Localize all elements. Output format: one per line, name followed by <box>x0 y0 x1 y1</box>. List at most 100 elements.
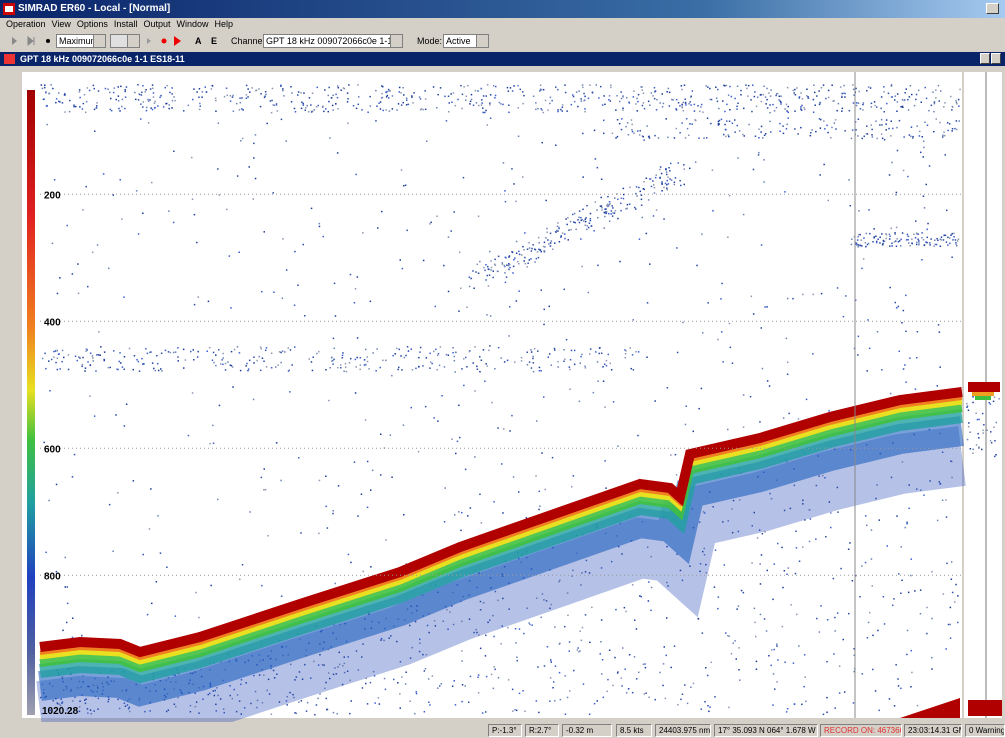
echo-dot <box>937 385 939 387</box>
echo-dot <box>376 106 378 108</box>
echo-dot <box>246 98 248 100</box>
echo-dot <box>506 264 508 266</box>
echo-dot <box>570 359 572 361</box>
menu-item[interactable]: Output <box>143 18 170 31</box>
echo-dot <box>954 601 956 603</box>
echo-dot <box>50 84 52 86</box>
echo-dot <box>150 88 152 90</box>
echo-dot <box>400 707 402 709</box>
echo-dot <box>842 108 844 110</box>
echo-dot <box>241 108 243 110</box>
echo-dot <box>501 463 503 465</box>
echo-dot <box>733 642 735 644</box>
echo-dot <box>157 105 159 107</box>
echo-dot <box>537 666 539 668</box>
echo-dot <box>286 269 288 271</box>
echo-dot <box>318 351 320 353</box>
spin-box[interactable] <box>110 34 140 48</box>
echo-dot <box>945 154 947 156</box>
echo-dot <box>710 123 712 125</box>
echo-dot <box>626 97 628 99</box>
echo-dot <box>107 89 109 91</box>
echo-dot <box>949 243 951 245</box>
echo-dot <box>370 566 372 568</box>
child-minimize[interactable] <box>980 53 990 64</box>
echo-dot <box>806 399 808 401</box>
menu-item[interactable]: Options <box>77 18 108 31</box>
echo-dot <box>557 89 559 91</box>
echo-dot <box>917 331 919 333</box>
echo-dot <box>46 124 48 126</box>
echo-dot <box>381 211 383 213</box>
echo-dot <box>840 568 842 570</box>
echo-dot <box>619 101 621 103</box>
echo-dot <box>400 355 402 357</box>
echo-dot <box>536 258 538 260</box>
echo-dot <box>637 101 639 103</box>
echo-dot <box>604 406 606 408</box>
echo-dot <box>507 87 509 89</box>
echo-dot <box>588 227 590 229</box>
mode-combo[interactable]: Active <box>443 34 489 48</box>
menu-item[interactable]: Operation <box>6 18 46 31</box>
echo-dot <box>331 360 333 362</box>
echo-dot <box>885 123 887 125</box>
range-combo[interactable]: Maximum <box>56 34 106 48</box>
echo-dot <box>671 99 673 101</box>
echo-dot <box>582 87 584 89</box>
button-e[interactable]: E <box>211 34 217 48</box>
echo-dot <box>94 109 96 111</box>
echo-dot <box>255 134 257 136</box>
echo-dot <box>702 111 704 113</box>
record-buttons[interactable] <box>145 34 185 48</box>
echo-dot <box>408 350 410 352</box>
echo-dot <box>466 96 468 98</box>
echo-dot <box>306 710 308 712</box>
menu-item[interactable]: View <box>52 18 71 31</box>
echo-dot <box>921 237 923 239</box>
echo-dot <box>491 402 493 404</box>
echo-dot <box>897 238 899 240</box>
echo-dot <box>906 522 908 524</box>
transport-buttons[interactable] <box>4 34 54 48</box>
echo-dot <box>170 352 172 354</box>
echo-dot <box>819 631 821 633</box>
echo-dot <box>85 351 87 353</box>
echo-dot <box>715 87 717 89</box>
echo-dot <box>788 117 790 119</box>
minimize-button[interactable] <box>986 3 999 14</box>
echo-dot <box>481 99 483 101</box>
echo-dot <box>687 703 689 705</box>
echo-dot <box>886 119 888 121</box>
menu-item[interactable]: Install <box>114 18 138 31</box>
echo-dot <box>562 107 564 109</box>
echo-dot <box>676 99 678 101</box>
echo-dot <box>853 89 855 91</box>
button-a[interactable]: A <box>195 34 202 48</box>
echo-dot <box>569 690 571 692</box>
echo-dot <box>585 219 587 221</box>
echo-dot <box>375 90 377 92</box>
echo-dot <box>503 428 505 430</box>
echo-dot <box>918 234 920 236</box>
echo-dot <box>917 239 919 241</box>
menu-item[interactable]: Window <box>176 18 208 31</box>
echo-dot <box>261 291 263 293</box>
echo-dot <box>911 243 913 245</box>
echo-dot <box>623 198 625 200</box>
echo-dot <box>604 212 606 214</box>
echo-dot <box>717 339 719 341</box>
echo-dot <box>437 420 439 422</box>
echo-dot <box>489 251 491 253</box>
echo-dot <box>832 101 834 103</box>
child-close[interactable] <box>991 53 1001 64</box>
echo-dot <box>905 331 907 333</box>
echo-dot <box>538 509 540 511</box>
echo-dot <box>621 98 623 100</box>
echo-dot <box>514 257 516 259</box>
echo-dot <box>978 437 980 439</box>
menu-item[interactable]: Help <box>214 18 233 31</box>
channel-combo[interactable]: GPT 18 kHz 009072066c0e 1-1 ES18-11 <box>263 34 403 48</box>
echo-dot <box>585 614 587 616</box>
echo-dot <box>815 538 817 540</box>
